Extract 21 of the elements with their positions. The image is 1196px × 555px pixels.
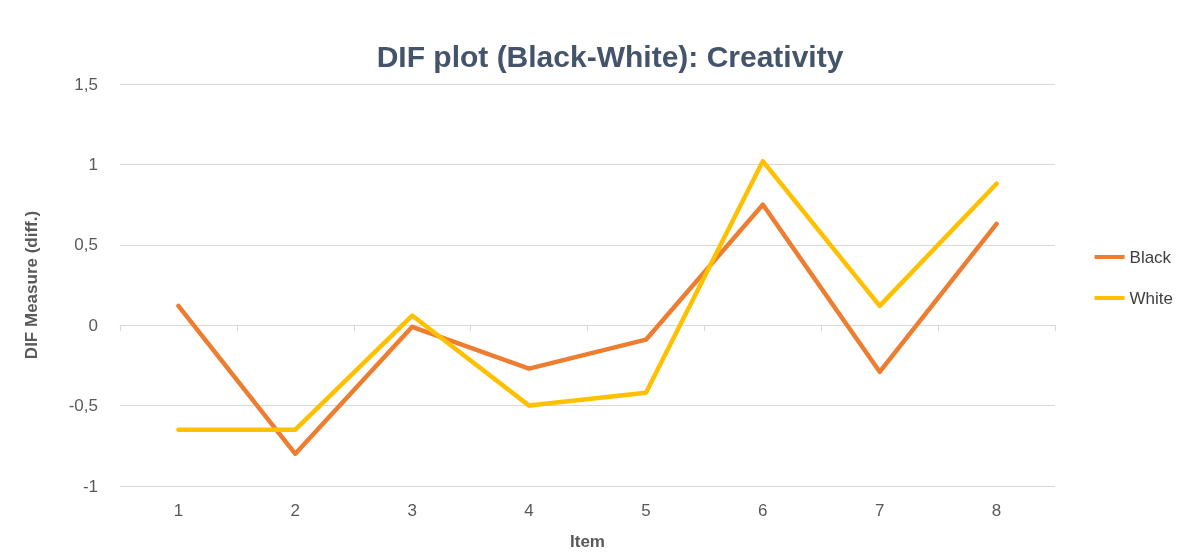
y-tick-label: -1 xyxy=(82,476,98,496)
y-tick-label: 1 xyxy=(88,154,98,174)
y-tick-label: 0,5 xyxy=(74,235,98,255)
x-tick-label: 4 xyxy=(524,501,534,520)
x-tick-label: 6 xyxy=(758,501,768,520)
chart-title: DIF plot (Black-White): Creativity xyxy=(376,39,844,73)
line-series xyxy=(176,158,999,432)
x-tick-label: 3 xyxy=(407,501,417,520)
legend-label: White xyxy=(1129,288,1174,308)
y-tick-label: 1,5 xyxy=(74,74,98,94)
x-tick-label: 1 xyxy=(173,501,184,520)
line-series xyxy=(176,202,999,457)
y-tick-label: -0,5 xyxy=(68,396,98,416)
x-tick-label: 7 xyxy=(874,501,885,520)
x-tick-label: 5 xyxy=(641,501,651,520)
y-tick-label: 0 xyxy=(88,315,98,335)
x-axis-title: Item xyxy=(570,532,605,551)
y-axis-title: DIF Measure (diff.) xyxy=(22,210,41,360)
x-tick-label: 8 xyxy=(991,501,1002,520)
legend-label: Black xyxy=(1129,247,1172,267)
x-tick-label: 2 xyxy=(290,501,301,520)
